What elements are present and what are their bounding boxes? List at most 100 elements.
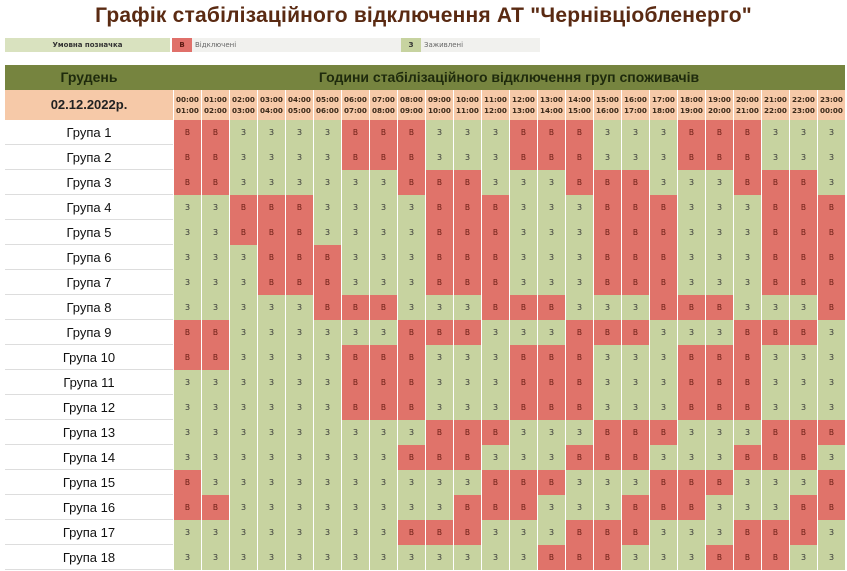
outage-cell: В	[537, 395, 565, 420]
powered-cell: З	[313, 420, 341, 445]
powered-cell: З	[425, 295, 453, 320]
powered-cell: З	[257, 470, 285, 495]
outage-cell: В	[425, 195, 453, 220]
hour-to: 21:00	[736, 106, 759, 115]
powered-cell: З	[481, 445, 509, 470]
hour-header: 05:00 06:00	[313, 90, 341, 120]
powered-cell: З	[285, 495, 313, 520]
hour-to: 23:00	[792, 106, 815, 115]
powered-cell: З	[341, 470, 369, 495]
outage-cell: В	[481, 470, 509, 495]
powered-cell: З	[229, 370, 257, 395]
hour-to: 19:00	[680, 106, 703, 115]
outage-cell: В	[733, 395, 761, 420]
outage-cell: В	[705, 295, 733, 320]
outage-cell: В	[789, 220, 817, 245]
outage-cell: В	[649, 420, 677, 445]
powered-cell: З	[677, 420, 705, 445]
outage-cell: В	[509, 495, 537, 520]
outage-cell: В	[565, 170, 593, 195]
powered-cell: З	[257, 145, 285, 170]
powered-cell: З	[789, 470, 817, 495]
powered-cell: З	[537, 245, 565, 270]
outage-cell: В	[537, 295, 565, 320]
powered-cell: З	[257, 445, 285, 470]
hour-to: 15:00	[568, 106, 591, 115]
powered-cell: З	[621, 345, 649, 370]
outage-cell: В	[677, 470, 705, 495]
powered-cell: З	[257, 420, 285, 445]
powered-cell: З	[649, 545, 677, 570]
outage-cell: В	[789, 420, 817, 445]
hour-to: 09:00	[400, 106, 423, 115]
hour-header: 19:00 20:00	[705, 90, 733, 120]
outage-cell: В	[761, 220, 789, 245]
outage-cell: В	[705, 345, 733, 370]
powered-cell: З	[621, 545, 649, 570]
outage-cell: В	[621, 270, 649, 295]
outage-cell: В	[761, 320, 789, 345]
hour-header: 01:00 02:00	[201, 90, 229, 120]
outage-cell: В	[537, 370, 565, 395]
powered-cell: З	[565, 270, 593, 295]
hour-header: 20:00 21:00	[733, 90, 761, 120]
outage-cell: В	[229, 220, 257, 245]
outage-cell: В	[173, 120, 201, 145]
outage-cell: В	[789, 520, 817, 545]
powered-cell: З	[369, 420, 397, 445]
outage-cell: В	[425, 270, 453, 295]
powered-cell: З	[369, 195, 397, 220]
outage-cell: В	[201, 145, 229, 170]
date-cell: 02.12.2022р.	[50, 97, 128, 112]
outage-cell: В	[789, 195, 817, 220]
powered-cell: З	[733, 420, 761, 445]
outage-cell: В	[201, 120, 229, 145]
powered-cell: З	[621, 395, 649, 420]
outage-cell: В	[817, 295, 845, 320]
powered-cell: З	[481, 395, 509, 420]
powered-cell: З	[565, 245, 593, 270]
outage-cell: В	[649, 470, 677, 495]
powered-cell: З	[425, 545, 453, 570]
powered-cell: З	[789, 370, 817, 395]
hour-header: 22:00 23:00	[789, 90, 817, 120]
group-name: Група 15	[5, 470, 173, 495]
powered-cell: З	[341, 445, 369, 470]
powered-cell: З	[705, 495, 733, 520]
powered-cell: З	[313, 470, 341, 495]
powered-cell: З	[789, 120, 817, 145]
outage-cell: В	[369, 120, 397, 145]
powered-cell: З	[649, 445, 677, 470]
powered-cell: З	[341, 195, 369, 220]
outage-cell: В	[481, 220, 509, 245]
outage-cell: В	[789, 270, 817, 295]
outage-cell: В	[509, 395, 537, 420]
outage-cell: В	[705, 370, 733, 395]
powered-cell: З	[565, 495, 593, 520]
hour-header: 09:00 10:00	[425, 90, 453, 120]
outage-cell: В	[761, 270, 789, 295]
powered-cell: З	[817, 145, 845, 170]
powered-cell: З	[649, 120, 677, 145]
legend-off-text: Відключені	[192, 38, 401, 52]
hour-to: 17:00	[624, 106, 647, 115]
outage-cell: В	[425, 420, 453, 445]
table-row: Група 17 З З З З З З З З В В В З З З В В В З З З В В В З	[5, 520, 845, 545]
outage-cell: В	[173, 170, 201, 195]
powered-cell: З	[565, 295, 593, 320]
outage-cell: В	[677, 495, 705, 520]
outage-cell: В	[761, 170, 789, 195]
outage-cell: В	[509, 145, 537, 170]
powered-cell: З	[313, 120, 341, 145]
outage-cell: В	[593, 195, 621, 220]
powered-cell: З	[509, 220, 537, 245]
powered-cell: З	[649, 345, 677, 370]
outage-cell: В	[817, 195, 845, 220]
powered-cell: З	[537, 520, 565, 545]
powered-cell: З	[593, 120, 621, 145]
legend-on-text: Заживлені	[421, 38, 540, 52]
page-title: Графік стабілізаційного відключення АТ "…	[95, 4, 752, 27]
hour-from: 04:00	[288, 95, 311, 104]
powered-cell: З	[677, 545, 705, 570]
